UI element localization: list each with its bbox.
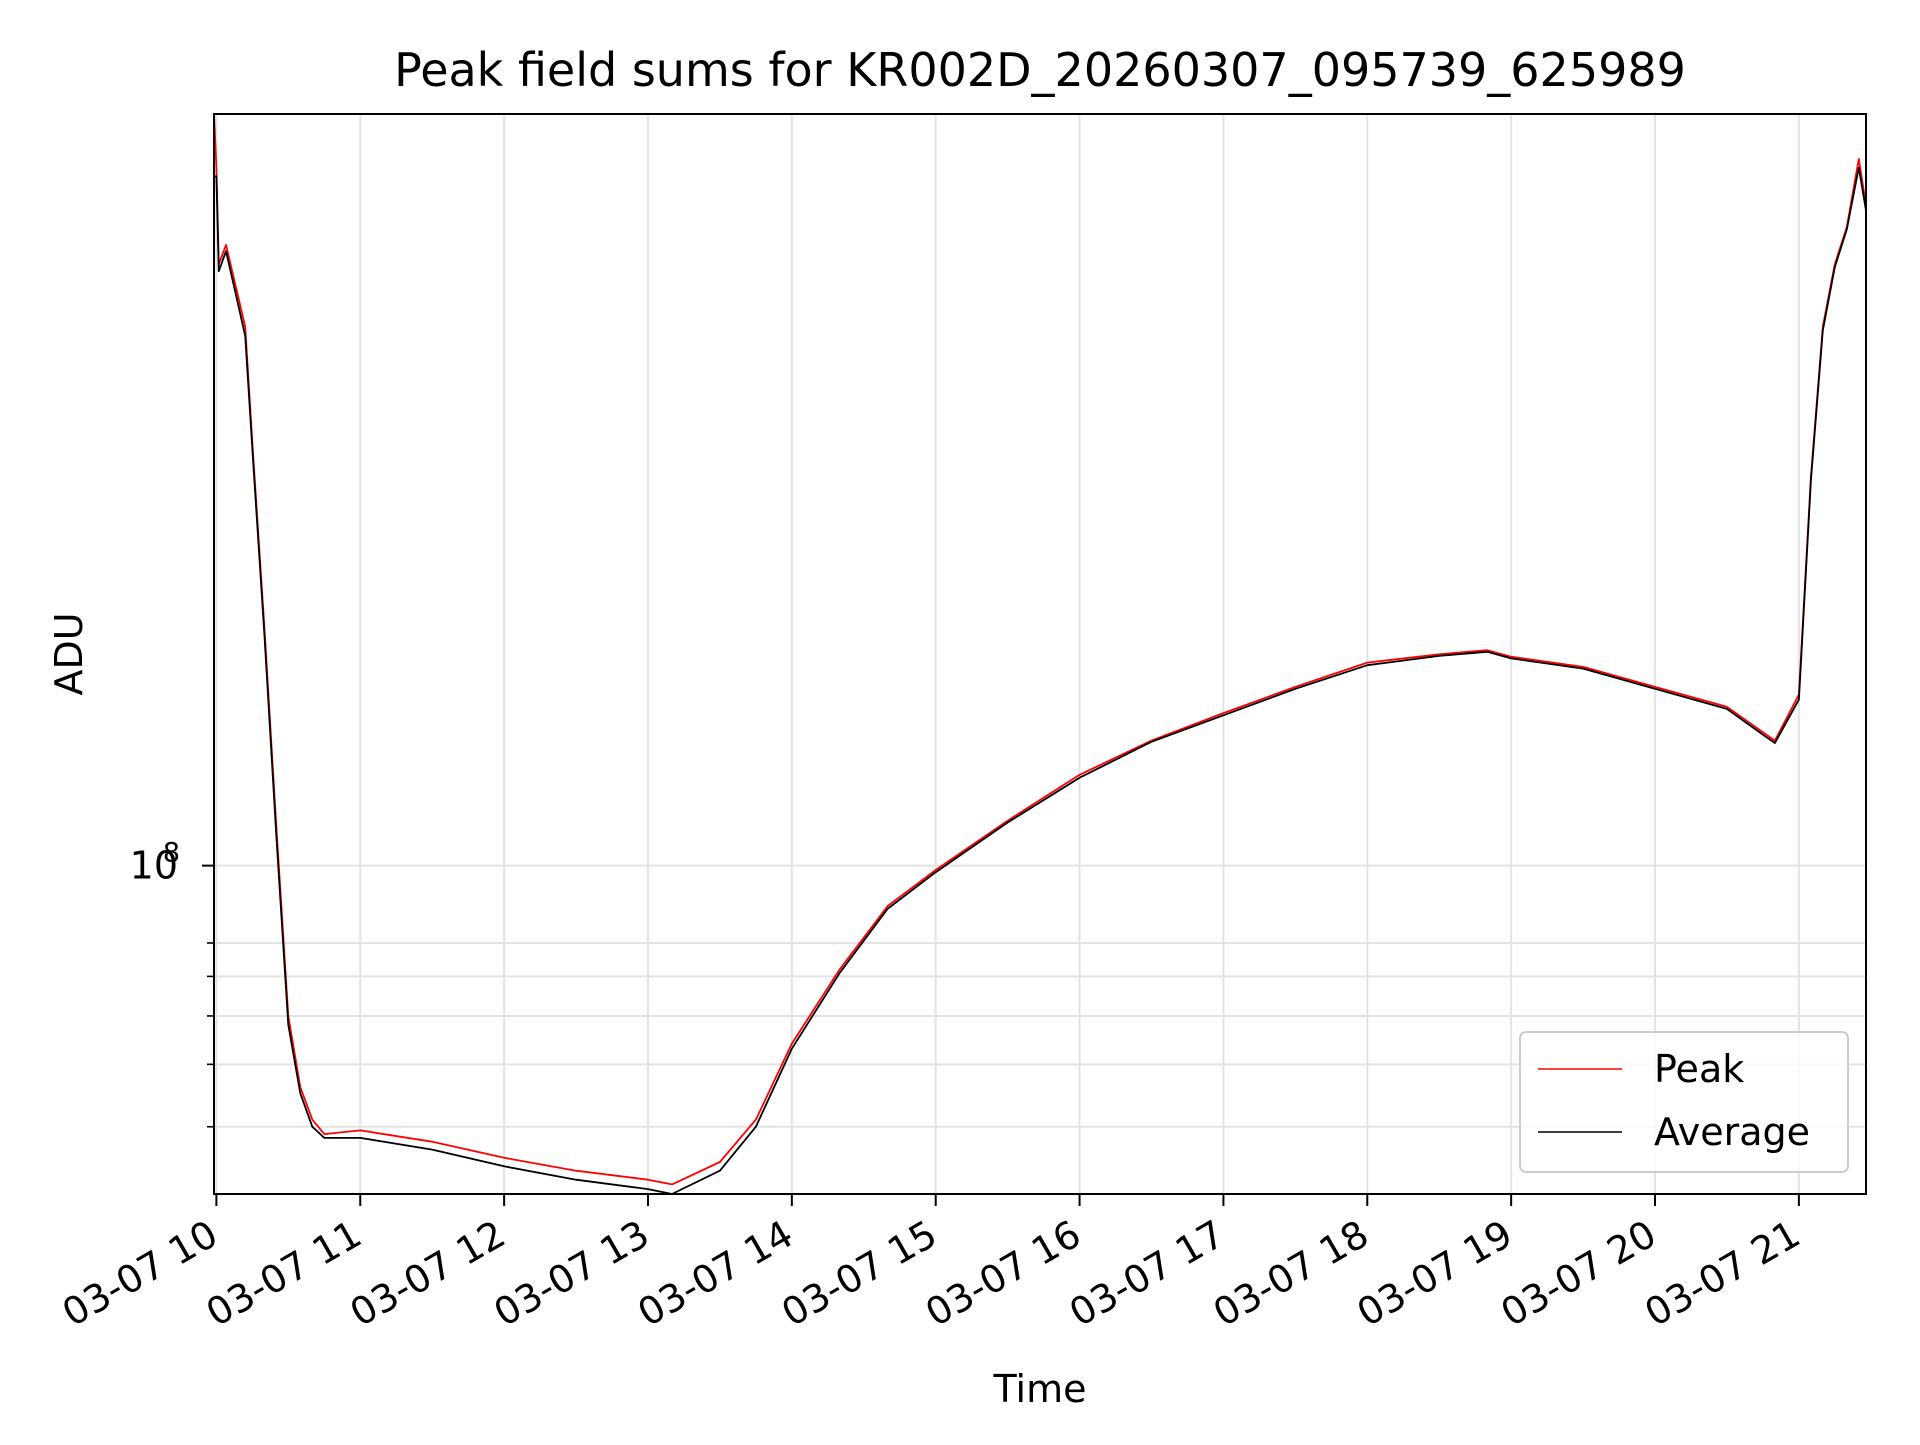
y-tick-label-exponent: 8 <box>163 838 180 869</box>
legend: Peak Average <box>1519 1031 1849 1173</box>
chart-title: Peak field sums for KR002D_20260307_0957… <box>394 43 1686 97</box>
series-line-average <box>214 166 1867 1195</box>
x-axis-label: Time <box>993 1367 1087 1411</box>
y-tick-label: 10 <box>130 844 178 888</box>
legend-label-average: Average <box>1654 1110 1810 1154</box>
plot-frame <box>213 113 1867 1195</box>
y-axis-label: ADU <box>47 612 91 695</box>
grid-lines <box>214 114 1866 1194</box>
y-tick-label-base: 10 <box>130 844 178 888</box>
series-lines <box>213 113 1867 1195</box>
legend-label-peak: Peak <box>1654 1047 1744 1091</box>
legend-box <box>1519 1031 1849 1173</box>
